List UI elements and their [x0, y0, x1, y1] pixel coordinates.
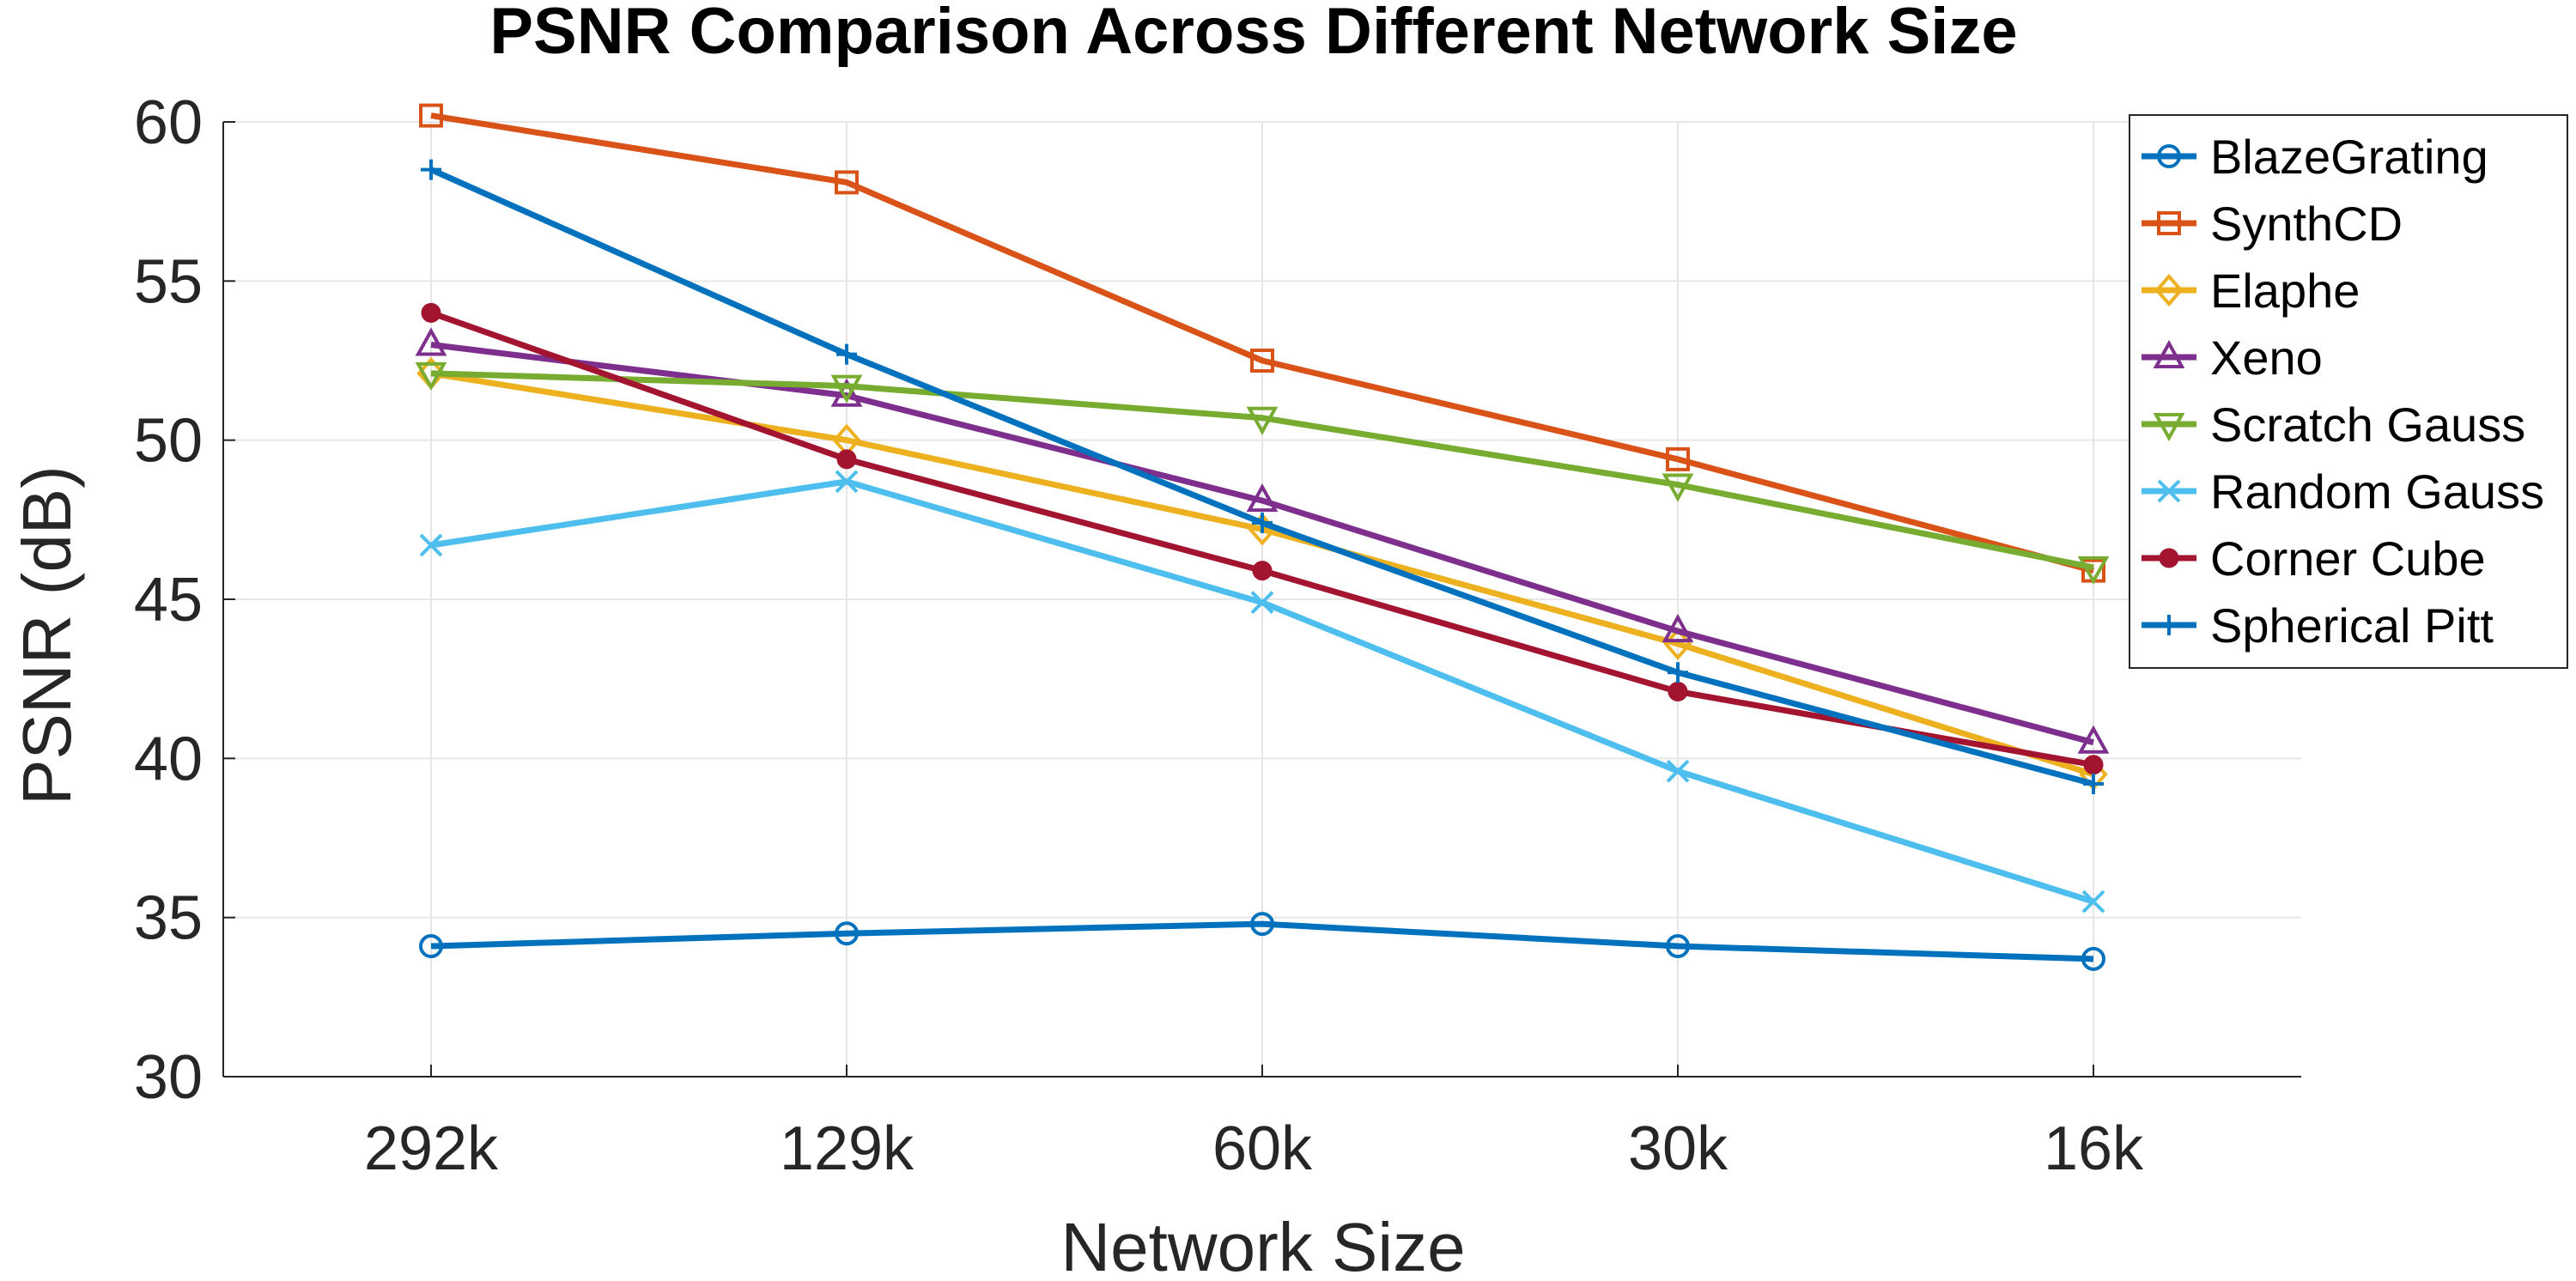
legend-marker — [2154, 273, 2184, 307]
legend-item: Xeno — [2142, 331, 2323, 385]
data-point — [1662, 473, 1694, 502]
data-point — [1246, 406, 1279, 435]
data-point — [836, 343, 857, 365]
data-point — [2077, 725, 2110, 754]
data-point — [830, 378, 863, 407]
series-spherical-pitt — [421, 159, 2104, 794]
data-point — [1662, 613, 1694, 643]
legend-item: Corner Cube — [2142, 531, 2486, 586]
legend-item: Random Gauss — [2142, 464, 2544, 519]
legend-marker — [2153, 339, 2185, 368]
series-line — [430, 341, 2094, 746]
y-tick-label: 30 — [134, 1043, 203, 1112]
data-point — [1252, 561, 1273, 581]
x-tick-label: 60k — [1212, 1114, 1313, 1183]
series-blazegrating — [419, 912, 2105, 971]
data-point — [1246, 483, 1279, 513]
data-point — [1666, 446, 1690, 471]
x-tick-label: 16k — [2044, 1114, 2144, 1183]
data-point — [419, 103, 443, 128]
data-point — [835, 170, 859, 195]
y-tick-label: 60 — [134, 88, 203, 157]
series-corner-cube — [421, 302, 2104, 775]
legend-item: Scratch Gauss — [2142, 398, 2525, 452]
legend-marker — [2153, 413, 2185, 442]
legend-marker — [2157, 479, 2181, 503]
data-point — [2081, 889, 2105, 914]
legend-label: SynthCD — [2210, 197, 2403, 251]
data-point — [421, 159, 441, 180]
legend-item: BlazeGrating — [2142, 130, 2488, 184]
data-point — [830, 374, 863, 404]
y-tick-label: 55 — [134, 247, 203, 316]
legend-marker — [2159, 548, 2179, 568]
data-point — [1668, 681, 1688, 701]
data-point — [1252, 513, 1273, 534]
series-line — [430, 112, 2094, 574]
y-tick-label: 40 — [134, 725, 203, 793]
y-tick-label: 35 — [134, 884, 203, 953]
y-tick-label: 45 — [134, 566, 203, 634]
legend: BlazeGrating SynthCD Elaphe Xeno Scratch Gau… — [2129, 114, 2568, 669]
legend-item: SynthCD — [2142, 197, 2403, 251]
grid — [223, 121, 2301, 1078]
x-tick-label: 30k — [1628, 1114, 1728, 1183]
data-point — [2083, 755, 2104, 775]
data-point — [2077, 556, 2110, 586]
x-axis-label: Network Size — [1060, 1209, 1465, 1281]
legend-label: Random Gauss — [2210, 464, 2544, 519]
data-point — [2083, 773, 2104, 794]
data-point — [2081, 946, 2105, 971]
series-line — [430, 920, 2094, 962]
data-point — [836, 449, 857, 470]
data-point — [1666, 759, 1690, 783]
data-point — [835, 921, 859, 946]
axes: 30 35 40 45 50 55 60 292k 129k 60k 30k 16k — [134, 88, 2301, 1183]
legend-label: Spherical Pitt — [2210, 598, 2494, 653]
legend-item: Spherical Pitt — [2142, 598, 2494, 653]
data-point — [1250, 591, 1274, 615]
legend-label: Elaphe — [2210, 264, 2360, 318]
data-point — [415, 361, 447, 391]
series-random-gauss — [419, 470, 2105, 914]
legend-label: BlazeGrating — [2210, 130, 2488, 184]
y-axis-label: PSNR (dB) — [9, 465, 85, 805]
data-point — [1666, 934, 1690, 959]
series-line — [430, 370, 2094, 571]
data-point — [1668, 662, 1688, 683]
data-point — [419, 533, 443, 557]
data-point — [835, 470, 859, 494]
series-scratch-gauss — [415, 361, 2110, 586]
legend-box — [2129, 114, 2568, 669]
legend-marker — [2157, 211, 2181, 235]
data-point — [421, 302, 441, 323]
legend-label: Scratch Gauss — [2210, 398, 2525, 452]
data-point — [419, 934, 443, 959]
x-tick-label: 129k — [780, 1114, 914, 1183]
series-layer — [415, 103, 2110, 971]
x-tick-label: 292k — [364, 1114, 499, 1183]
series-xeno — [415, 327, 2110, 754]
y-tick-label: 50 — [134, 407, 203, 476]
data-point — [1250, 912, 1274, 937]
legend-marker — [2157, 144, 2181, 168]
legend-label: Corner Cube — [2210, 531, 2486, 586]
legend-item: Elaphe — [2142, 264, 2360, 318]
data-point — [1250, 349, 1274, 373]
chart-title: PSNR Comparison Across Different Network… — [489, 0, 2017, 68]
legend-label: Xeno — [2210, 331, 2323, 385]
data-point — [415, 327, 447, 356]
legend-marker — [2159, 615, 2179, 635]
